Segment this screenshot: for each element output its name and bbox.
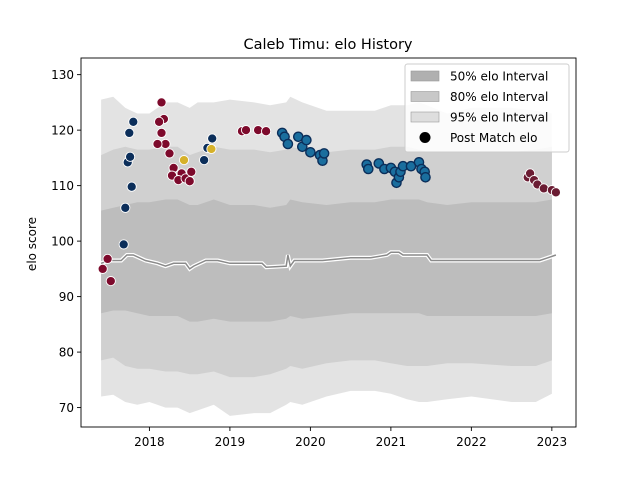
y-tick-label-120: 120 [51, 123, 74, 137]
legend-label-3: Post Match elo [450, 131, 537, 145]
legend-box [404, 63, 570, 153]
legend-swatch-2 [410, 111, 440, 123]
data-point-maroon-0 [97, 263, 108, 274]
data-point-navy-1 [120, 202, 131, 213]
y-axis: 70 80 90 100 110 120 130 [51, 68, 81, 415]
data-point-gold-1 [206, 143, 217, 155]
data-point-blue-5 [301, 134, 312, 146]
data-point-blue-24 [420, 171, 431, 183]
data-point-blue-6 [305, 146, 316, 158]
data-point-navy-4 [125, 151, 136, 162]
y-tick-label-80: 80 [59, 345, 74, 359]
y-axis-label: elo score [25, 217, 39, 271]
plot-frame [80, 57, 577, 428]
y-tick-label-90: 90 [59, 290, 74, 304]
mean-elo-line [100, 250, 557, 272]
legend-label-2: 95% elo Interval [450, 110, 548, 124]
data-point-gold-0 [178, 155, 190, 166]
data-point-maroon-9 [164, 148, 175, 159]
data-point-maroon-3 [156, 97, 167, 108]
data-point-maroon-5 [154, 116, 165, 127]
x-tick-label-2023: 2023 [537, 435, 568, 449]
data-point-maroon-1 [102, 253, 113, 264]
x-axis: 2018 2019 2020 2021 2022 2023 [134, 427, 567, 449]
legend-label-1: 80% elo Interval [450, 90, 548, 104]
data-point-blue-11 [362, 163, 374, 175]
legend-label-0: 50% elo Interval [450, 69, 548, 83]
data-point-navy-0 [118, 239, 129, 250]
data-point-maroon-8 [152, 138, 163, 150]
y-tick-label-110: 110 [51, 179, 74, 193]
legend: 50% elo Interval 80% elo Interval 95% elo … [404, 63, 570, 153]
data-point-wine-4 [538, 183, 549, 194]
data-point-blue-2 [282, 138, 294, 150]
data-point-wine-6 [550, 187, 561, 198]
data-point-navy-6 [128, 116, 139, 127]
data-point-maroon-18 [240, 125, 252, 136]
data-point-blue-9 [318, 148, 330, 159]
data-point-maroon-16 [186, 166, 197, 177]
x-tick-label-2022: 2022 [456, 435, 487, 449]
y-tick-label-70: 70 [59, 401, 74, 415]
chart-title: Caleb Timu: elo History [243, 37, 412, 53]
legend-swatch-0 [410, 70, 440, 82]
mean-line [100, 251, 557, 270]
data-point-maroon-6 [156, 127, 167, 138]
data-point-navy-9 [207, 133, 218, 144]
post-match-points [97, 97, 561, 287]
plot-area [97, 96, 561, 416]
data-point-maroon-15 [184, 176, 195, 187]
data-point-maroon-2 [105, 276, 116, 287]
data-point-maroon-20 [261, 126, 272, 137]
y-tick-label-130: 130 [51, 68, 74, 82]
data-point-navy-2 [126, 181, 137, 192]
x-tick-label-2018: 2018 [134, 435, 165, 449]
data-point-navy-7 [199, 155, 210, 166]
x-tick-label-2019: 2019 [215, 435, 246, 449]
data-point-navy-5 [124, 127, 135, 138]
x-tick-label-2021: 2021 [376, 435, 407, 449]
y-tick-label-100: 100 [51, 234, 74, 248]
x-tick-label-2020: 2020 [295, 435, 326, 449]
legend-marker-3 [419, 132, 431, 143]
legend-swatch-1 [410, 91, 440, 102]
